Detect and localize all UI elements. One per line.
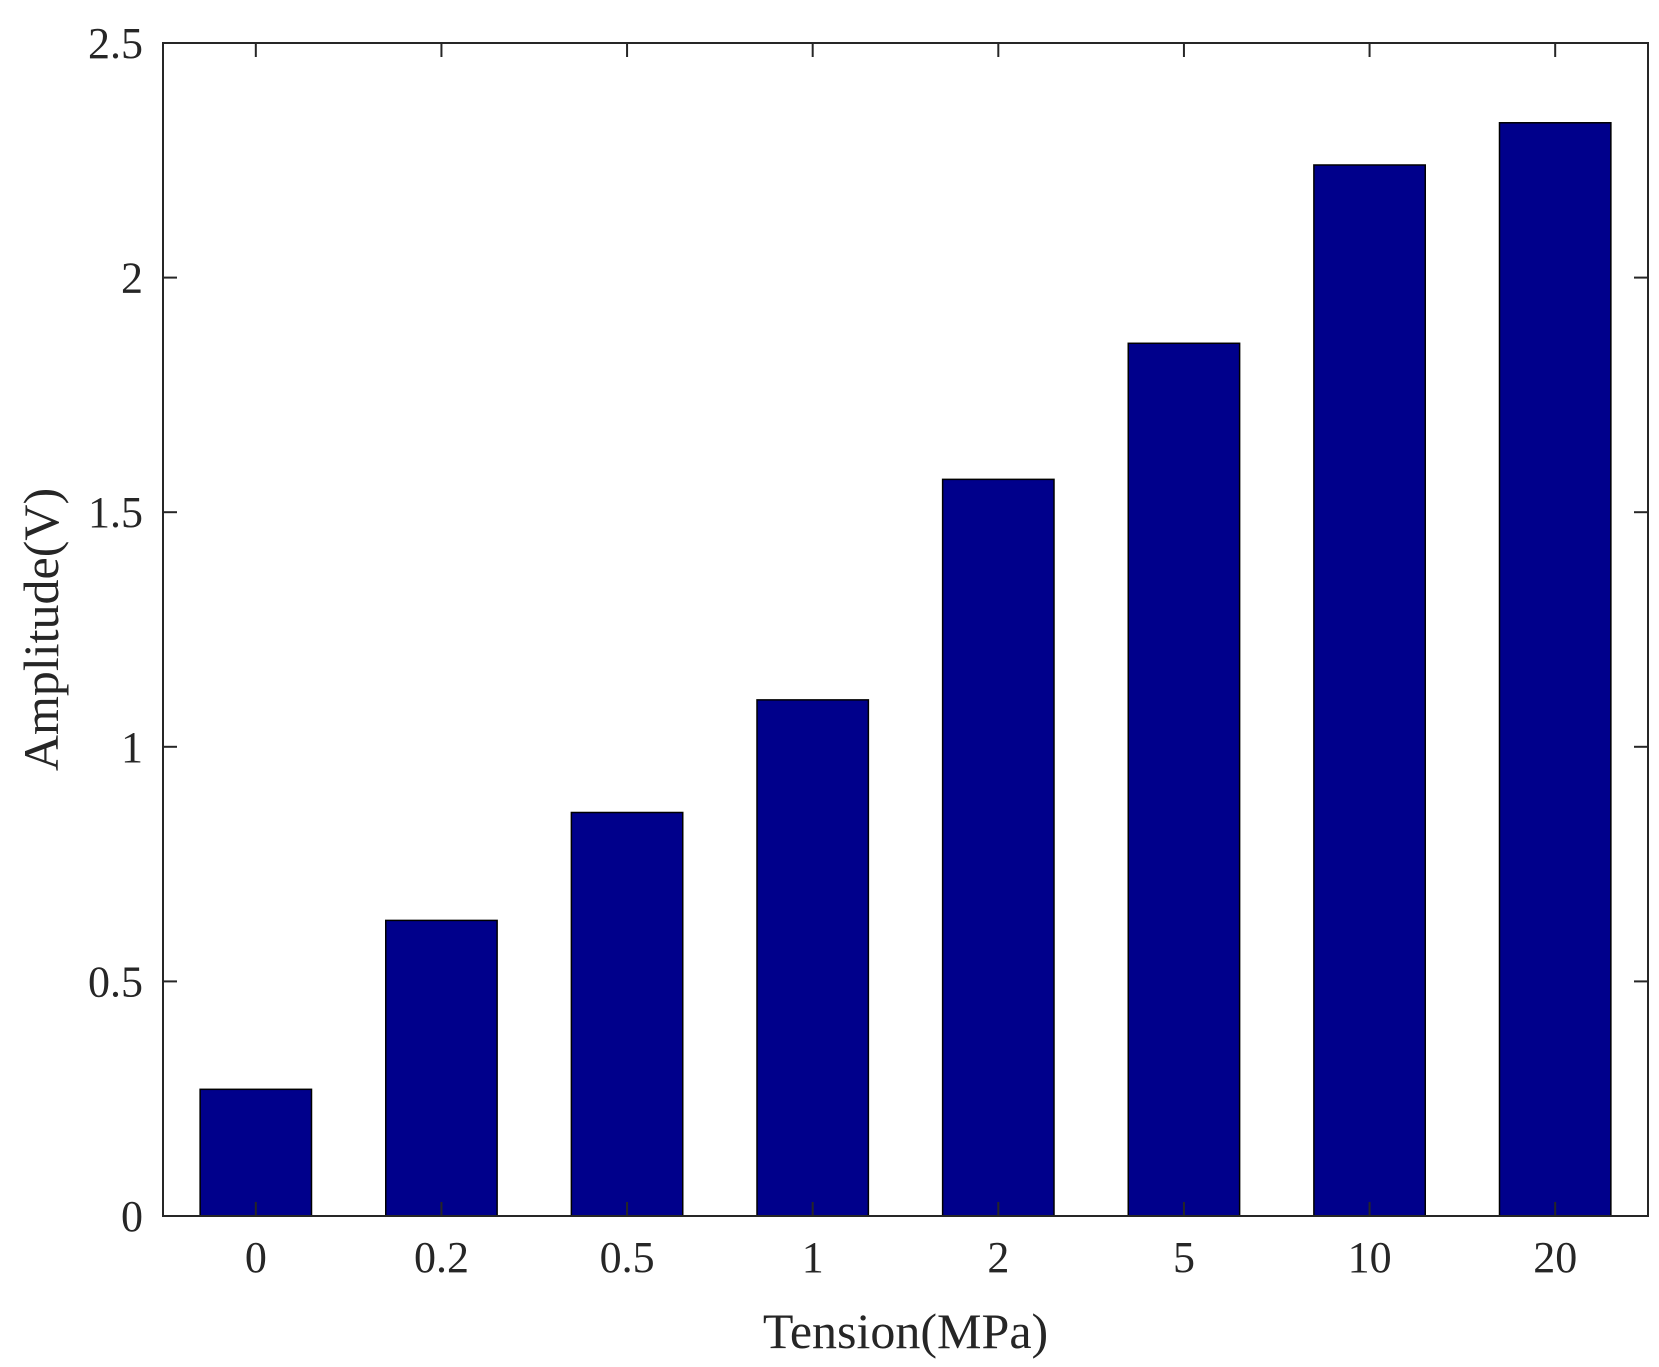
bar [941, 478, 1055, 1217]
x-tick-label: 5 [1173, 1233, 1195, 1282]
bar [1313, 164, 1426, 1217]
x-tick-label: 0.2 [414, 1233, 469, 1282]
x-tick-label: 2 [987, 1233, 1009, 1282]
y-tick-label: 0 [121, 1192, 143, 1241]
y-tick-label: 1 [121, 723, 143, 772]
y-tick-label: 1.5 [88, 488, 143, 537]
bar [199, 1088, 313, 1217]
y-tick-label: 0.5 [88, 957, 143, 1006]
bar [1498, 122, 1612, 1217]
bar [570, 811, 684, 1217]
bar [385, 919, 498, 1217]
y-axis-label: Amplitude(V) [13, 488, 69, 771]
y-tick-label: 2.5 [88, 19, 143, 68]
axes-box [162, 42, 1649, 1217]
x-axis-label: Tension(MPa) [763, 1303, 1048, 1359]
x-tick-label: 0.5 [600, 1233, 655, 1282]
x-tick-labels: 0 0.2 0.5 1 2 5 10 20 [245, 1233, 1577, 1282]
y-tick-labels: 0 0.5 1 1.5 2 2.5 [88, 19, 143, 1241]
x-tick-label: 1 [802, 1233, 824, 1282]
y-tick-label: 2 [121, 254, 143, 303]
bar [756, 699, 870, 1217]
x-tick-label: 10 [1348, 1233, 1392, 1282]
x-tick-label: 20 [1533, 1233, 1577, 1282]
x-tick-label: 0 [245, 1233, 267, 1282]
bars-group [199, 122, 1612, 1217]
bar [1127, 342, 1241, 1217]
